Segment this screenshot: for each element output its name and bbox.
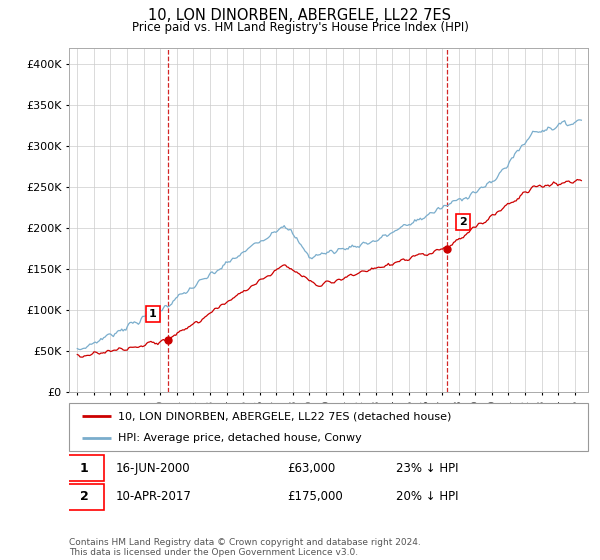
Text: 10-APR-2017: 10-APR-2017 — [116, 491, 191, 503]
Text: 2: 2 — [459, 217, 467, 227]
Text: 2: 2 — [80, 491, 88, 503]
Text: 1: 1 — [80, 461, 88, 474]
Text: £175,000: £175,000 — [287, 491, 343, 503]
FancyBboxPatch shape — [64, 484, 104, 510]
Text: 23% ↓ HPI: 23% ↓ HPI — [396, 461, 458, 474]
Text: Price paid vs. HM Land Registry's House Price Index (HPI): Price paid vs. HM Land Registry's House … — [131, 21, 469, 34]
Text: 1: 1 — [149, 309, 157, 319]
FancyBboxPatch shape — [64, 455, 104, 481]
Text: £63,000: £63,000 — [287, 461, 335, 474]
Text: Contains HM Land Registry data © Crown copyright and database right 2024.
This d: Contains HM Land Registry data © Crown c… — [69, 538, 421, 557]
FancyBboxPatch shape — [69, 403, 588, 451]
Text: 10, LON DINORBEN, ABERGELE, LL22 7ES (detached house): 10, LON DINORBEN, ABERGELE, LL22 7ES (de… — [118, 411, 452, 421]
Text: 16-JUN-2000: 16-JUN-2000 — [116, 461, 190, 474]
Text: 10, LON DINORBEN, ABERGELE, LL22 7ES: 10, LON DINORBEN, ABERGELE, LL22 7ES — [149, 8, 452, 24]
Text: HPI: Average price, detached house, Conwy: HPI: Average price, detached house, Conw… — [118, 433, 362, 443]
Text: 20% ↓ HPI: 20% ↓ HPI — [396, 491, 458, 503]
